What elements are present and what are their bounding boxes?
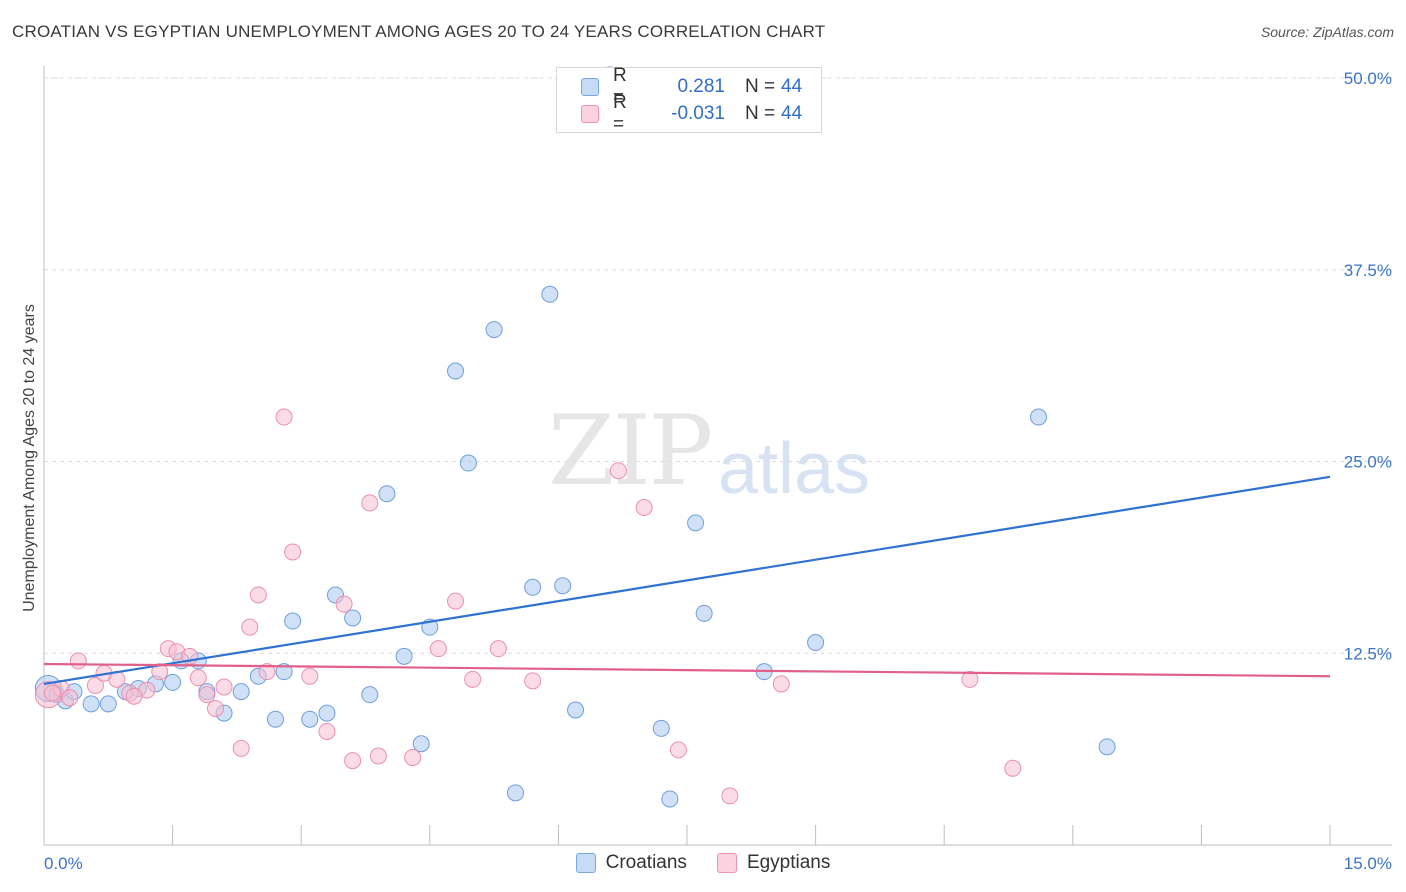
series-legend: Croatians Egyptians	[0, 852, 1406, 874]
croatians-point	[395, 647, 413, 665]
croatians-point	[284, 612, 302, 630]
y-tick-label: 25.0%	[1344, 453, 1392, 472]
source-label: Source: ZipAtlas.com	[1260, 24, 1394, 40]
croatians-point	[447, 362, 465, 380]
egyptians-point	[635, 499, 653, 517]
egyptians-point	[258, 663, 276, 681]
egyptians-label: Egyptians	[746, 852, 831, 873]
croatians-point	[232, 683, 250, 701]
watermark-zip: ZIP	[548, 395, 713, 507]
legend-r-value: 0.281	[677, 76, 725, 97]
croatians-point	[652, 719, 670, 737]
croatians-point	[459, 454, 477, 472]
correlation-legend: R = 0.281 N = 44 R = -0.031 N = 44	[556, 65, 822, 135]
y-tick-label: 37.5%	[1344, 261, 1392, 280]
chart-title: CROATIAN VS EGYPTIAN UNEMPLOYMENT AMONG …	[12, 22, 826, 41]
egyptians-point	[206, 699, 224, 717]
egyptians-point	[344, 752, 362, 770]
egyptians-point	[189, 669, 207, 687]
watermark-atlas: atlas	[718, 429, 871, 509]
croatians-label: Croatians	[605, 852, 687, 873]
legend-row-egyptians: R = -0.031 N = 44	[581, 92, 803, 135]
legend-swatch-egyptians	[581, 105, 599, 123]
egyptians-point	[335, 595, 353, 613]
legend-item-croatians[interactable]: Croatians	[575, 852, 687, 874]
croatians-swatch	[575, 853, 596, 873]
egyptians-point	[772, 675, 790, 693]
egyptians-point	[961, 670, 979, 688]
legend-n-label: N =	[745, 103, 776, 124]
croatians-point	[344, 609, 362, 627]
legend-row-croatians: R = 0.281 N = 44	[581, 65, 803, 108]
croatians-point	[378, 485, 396, 503]
croatians-point	[361, 686, 379, 704]
egyptians-point	[284, 543, 302, 561]
croatians-point	[99, 695, 117, 713]
legend-n-value: 44	[781, 103, 803, 124]
croatians-point	[687, 514, 705, 532]
croatians-point	[807, 634, 825, 652]
legend-r-label: R =	[613, 65, 627, 108]
egyptians-point	[1004, 759, 1022, 777]
egyptians-point	[301, 667, 319, 685]
croatians-trend-line	[43, 475, 1331, 686]
egyptians-point	[489, 640, 507, 658]
croatians-point	[164, 673, 182, 691]
x-tick-label: 0.0%	[44, 854, 83, 873]
croatians-point	[524, 578, 542, 596]
x-tick-label: 15.0%	[1344, 854, 1392, 873]
egyptians-point	[69, 652, 87, 670]
egyptians-point	[249, 586, 267, 604]
croatians-point	[275, 663, 293, 681]
egyptians-point	[524, 672, 542, 690]
legend-swatch-croatians	[581, 78, 599, 96]
croatians-point	[1098, 738, 1116, 756]
croatians-point	[266, 710, 284, 728]
croatians-point	[1030, 408, 1048, 426]
egyptians-point	[86, 676, 104, 694]
y-tick-label: 12.5%	[1344, 644, 1392, 663]
egyptians-point	[447, 592, 465, 610]
legend-n-label: N =	[745, 76, 776, 97]
croatians-point	[412, 735, 430, 753]
egyptians-point	[609, 462, 627, 480]
legend-n-value: 44	[781, 76, 803, 97]
egyptians-point	[669, 741, 687, 759]
egyptians-point	[404, 749, 422, 767]
egyptians-point	[721, 787, 739, 805]
egyptians-point	[464, 670, 482, 688]
egyptians-point	[61, 689, 79, 707]
egyptians-point	[198, 686, 216, 704]
croatians-point	[554, 577, 572, 595]
egyptians-point	[44, 684, 62, 702]
egyptians-point	[369, 747, 387, 765]
y-tick-label: 50.0%	[1344, 69, 1392, 88]
egyptians-point	[429, 640, 447, 658]
egyptians-trend-line	[43, 662, 1331, 678]
croatians-point	[695, 604, 713, 622]
croatians-point	[485, 321, 503, 339]
egyptians-point	[215, 678, 233, 696]
legend-r-label: R =	[613, 92, 627, 135]
legend-r-value: -0.031	[671, 103, 725, 124]
egyptians-point	[125, 687, 143, 705]
croatians-point	[507, 784, 525, 802]
egyptians-point	[318, 722, 336, 740]
croatians-point	[661, 790, 679, 808]
croatians-point	[301, 710, 319, 728]
croatians-point	[567, 701, 585, 719]
egyptians-swatch	[716, 853, 737, 873]
croatians-point	[541, 285, 559, 303]
legend-item-egyptians[interactable]: Egyptians	[716, 852, 831, 874]
egyptians-point	[232, 739, 250, 757]
egyptians-point	[275, 408, 293, 426]
egyptians-point	[361, 494, 379, 512]
egyptians-point	[151, 663, 169, 681]
croatians-point	[82, 695, 100, 713]
egyptians-point	[241, 618, 259, 636]
croatians-point	[318, 704, 336, 722]
